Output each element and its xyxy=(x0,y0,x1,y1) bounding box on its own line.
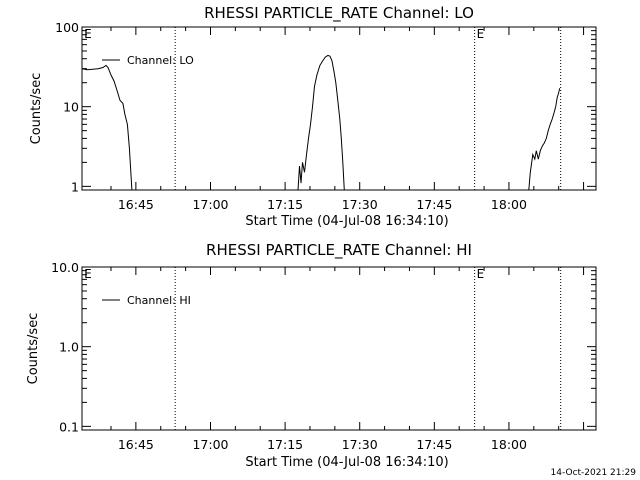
x-axis-label: Start Time (04-Jul-08 16:34:10) xyxy=(245,455,448,470)
timestamp: 14-Oct-2021 21:29 xyxy=(551,468,637,478)
x-tick-label: 17:00 xyxy=(192,437,228,452)
x-tick-label: 17:45 xyxy=(416,197,452,212)
y-axis-label: Counts/sec xyxy=(29,73,44,145)
x-tick-label: 17:30 xyxy=(342,197,378,212)
y-axis-label: Counts/sec xyxy=(26,313,41,385)
x-tick-label: 18:00 xyxy=(491,197,527,212)
plot-frame xyxy=(81,26,597,191)
panel-lo: RHESSI PARTICLE_RATE Channel: LO 16:45 17:… xyxy=(29,4,597,229)
chart-title: RHESSI PARTICLE_RATE Channel: LO xyxy=(204,4,474,23)
x-tick-label: 17:30 xyxy=(342,437,378,452)
series-line xyxy=(297,54,345,190)
plot-frame xyxy=(81,266,597,431)
series-line xyxy=(82,64,133,190)
event-marker: E xyxy=(84,267,92,281)
y-tick-label: 1 xyxy=(71,179,79,194)
series-line xyxy=(528,88,561,190)
x-axis-label: Start Time (04-Jul-08 16:34:10) xyxy=(245,214,448,229)
legend-label: Channel: HI xyxy=(127,294,191,307)
x-tick-label: 17:45 xyxy=(416,437,452,452)
x-tick-label: 17:00 xyxy=(192,197,228,212)
y-tick-label: 100 xyxy=(55,20,79,35)
y-tick-label: 10 xyxy=(63,100,79,115)
y-tick-label: 10.0 xyxy=(51,260,79,275)
event-marker: E xyxy=(477,27,485,41)
chart-title: RHESSI PARTICLE_RATE Channel: HI xyxy=(206,241,472,260)
x-tick-label: 17:15 xyxy=(267,437,303,452)
x-tick-label: 16:45 xyxy=(118,437,154,452)
y-tick-label: 1.0 xyxy=(59,340,79,355)
x-tick-label: 16:45 xyxy=(118,197,154,212)
event-marker: E xyxy=(84,27,92,41)
panel-hi: RHESSI PARTICLE_RATE Channel: HI 16:45 17:… xyxy=(26,241,597,470)
event-marker: E xyxy=(477,267,485,281)
y-tick-label: 0.1 xyxy=(59,419,79,434)
legend-label: Channel: LO xyxy=(127,54,194,67)
x-tick-label: 17:15 xyxy=(267,197,303,212)
x-tick-label: 18:00 xyxy=(491,437,527,452)
